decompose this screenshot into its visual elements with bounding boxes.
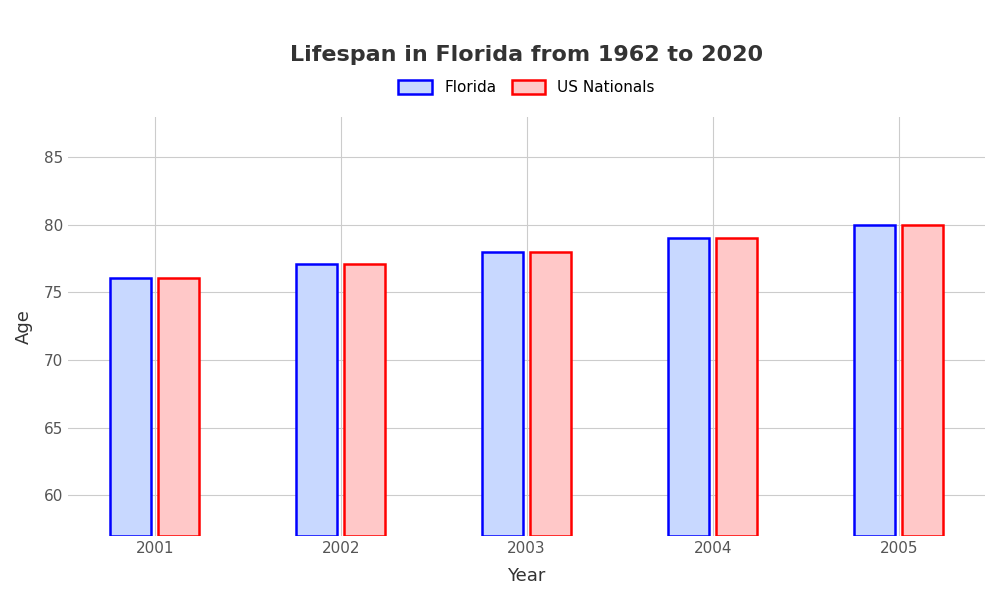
Bar: [482, 252, 523, 536]
Bar: [110, 278, 151, 536]
Title: Lifespan in Florida from 1962 to 2020: Lifespan in Florida from 1962 to 2020: [290, 45, 763, 65]
Bar: [344, 264, 385, 536]
Bar: [716, 238, 757, 536]
Y-axis label: Age: Age: [15, 309, 33, 344]
Bar: [668, 238, 709, 536]
Bar: [530, 252, 571, 536]
X-axis label: Year: Year: [507, 567, 546, 585]
Bar: [158, 278, 199, 536]
Bar: [296, 264, 337, 536]
Bar: [854, 225, 895, 536]
Legend: Florida, US Nationals: Florida, US Nationals: [392, 74, 661, 101]
Bar: [902, 225, 943, 536]
